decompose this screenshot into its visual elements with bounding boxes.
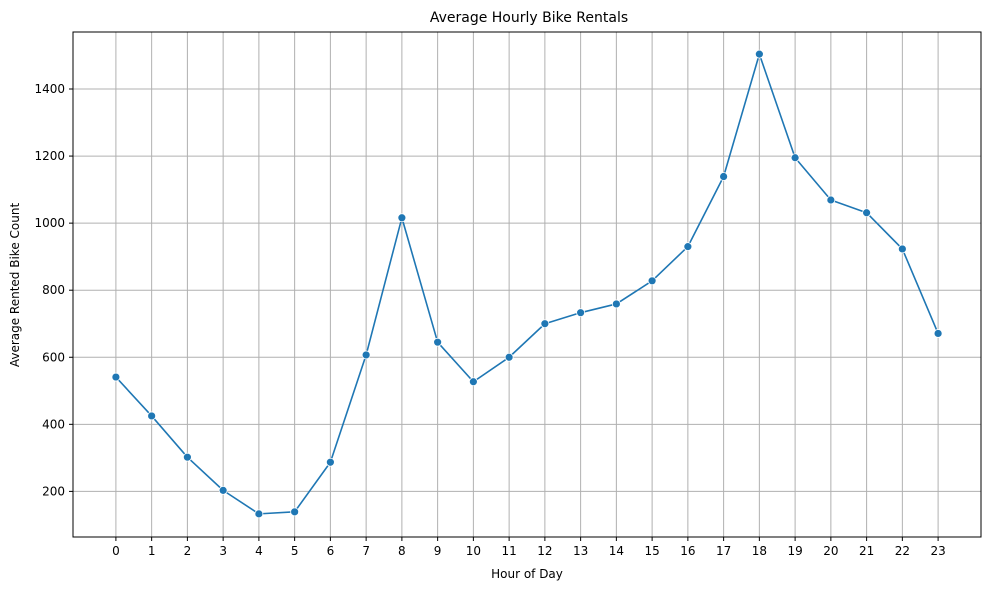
- x-tick-label: 12: [537, 544, 552, 558]
- x-tick-label: 1: [148, 544, 156, 558]
- data-point: [290, 507, 300, 517]
- x-tick-label: 11: [501, 544, 516, 558]
- data-point: [397, 213, 407, 223]
- y-tick-label: 1200: [34, 149, 65, 163]
- x-tick-label: 22: [895, 544, 910, 558]
- x-tick-label: 9: [434, 544, 442, 558]
- data-point: [540, 319, 550, 329]
- y-tick-label: 800: [42, 283, 65, 297]
- x-tick-label: 10: [466, 544, 481, 558]
- data-point: [504, 352, 514, 362]
- y-tick-label: 1000: [34, 216, 65, 230]
- x-tick-label: 4: [255, 544, 263, 558]
- data-point: [647, 276, 657, 286]
- x-tick-label: 7: [362, 544, 370, 558]
- x-tick-label: 17: [716, 544, 731, 558]
- series-layer: [111, 49, 943, 519]
- data-point: [576, 308, 586, 318]
- x-tick-label: 8: [398, 544, 406, 558]
- grid: [73, 32, 981, 537]
- x-tick-label: 18: [752, 544, 767, 558]
- x-tick-label: 15: [644, 544, 659, 558]
- data-point: [361, 350, 371, 360]
- data-point: [147, 411, 157, 421]
- x-tick-label: 21: [859, 544, 874, 558]
- y-tick-label: 200: [42, 484, 65, 498]
- data-point: [790, 153, 800, 163]
- y-tick-label: 600: [42, 350, 65, 364]
- x-tick-label: 19: [787, 544, 802, 558]
- x-tick-label: 2: [184, 544, 192, 558]
- data-point: [111, 372, 121, 382]
- series-line: [115, 53, 939, 515]
- x-tick-label: 14: [609, 544, 624, 558]
- x-tick-label: 16: [680, 544, 695, 558]
- chart-title: Average Hourly Bike Rentals: [430, 10, 628, 26]
- x-tick-label: 5: [291, 544, 299, 558]
- x-axis-label: Hour of Day: [491, 567, 563, 581]
- data-point: [218, 485, 228, 495]
- y-axis-label: Average Rented Bike Count: [8, 203, 22, 368]
- data-point: [325, 457, 335, 467]
- y-tick-label: 1400: [34, 82, 65, 96]
- data-point: [254, 509, 264, 519]
- data-point: [754, 49, 764, 59]
- data-point: [933, 329, 943, 338]
- data-point: [897, 244, 907, 254]
- x-tick-label: 13: [573, 544, 588, 558]
- x-tick-label: 20: [823, 544, 838, 558]
- x-tick-label: 6: [327, 544, 335, 558]
- data-point: [182, 452, 192, 462]
- x-tick-label: 23: [930, 544, 945, 558]
- data-point: [826, 195, 836, 205]
- y-tick-label: 400: [42, 417, 65, 431]
- data-point: [719, 172, 729, 181]
- x-tick-label: 0: [112, 544, 120, 558]
- plot-frame: [72, 31, 982, 538]
- ticks: 0 1 2 3 4 5 6 7 8 9 10 11 12 13 14 15 16 17 18 19 20 21 22 2320…: [34, 82, 945, 558]
- data-point: [683, 242, 693, 252]
- data-point: [433, 337, 443, 347]
- x-tick-label: 3: [219, 544, 227, 558]
- data-point: [862, 208, 872, 218]
- data-point: [611, 299, 621, 309]
- data-point: [468, 377, 478, 387]
